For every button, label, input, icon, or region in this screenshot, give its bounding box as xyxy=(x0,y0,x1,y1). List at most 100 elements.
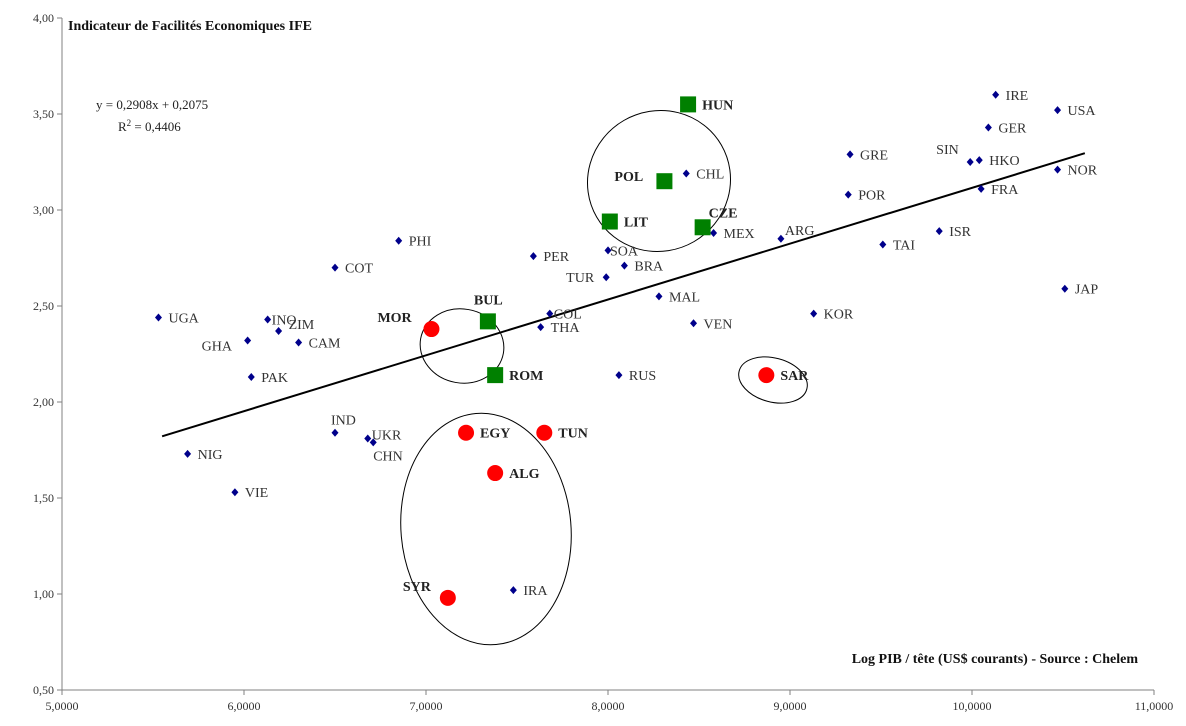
group-ellipse xyxy=(419,308,505,384)
point-tai xyxy=(879,240,887,249)
point-alg xyxy=(487,465,504,482)
x-tick-label: 9,0000 xyxy=(774,699,807,713)
label-mal: MAL xyxy=(669,290,700,305)
point-phi xyxy=(395,236,403,245)
label-vie: VIE xyxy=(245,486,268,501)
label-pol: POL xyxy=(614,170,643,185)
label-bul: BUL xyxy=(474,293,503,308)
point-rus xyxy=(615,371,623,380)
point-mal xyxy=(655,292,663,301)
label-egy: EGY xyxy=(480,427,510,442)
label-ira: IRA xyxy=(523,584,548,599)
group-ellipses xyxy=(400,109,808,646)
group-ellipse xyxy=(738,356,808,404)
point-gre xyxy=(846,150,854,159)
label-nig: NIG xyxy=(198,448,223,463)
trend-equation: y = 0,2908x + 0,2075 xyxy=(96,97,208,112)
point-bul xyxy=(479,313,496,330)
point-rom xyxy=(487,367,504,384)
point-zim xyxy=(275,326,283,335)
label-syr: SYR xyxy=(403,580,432,595)
y-tick-label: 4,00 xyxy=(33,11,54,25)
label-gha: GHA xyxy=(202,340,233,355)
label-cze: CZE xyxy=(709,206,738,221)
y-tick-label: 0,50 xyxy=(33,683,54,697)
label-ind: IND xyxy=(331,414,356,429)
label-nor: NOR xyxy=(1068,164,1098,179)
point-kor xyxy=(810,309,818,318)
label-rom: ROM xyxy=(509,369,543,384)
point-nig xyxy=(184,449,192,458)
group-ellipse xyxy=(586,109,732,253)
point-lit xyxy=(601,213,618,230)
label-ven: VEN xyxy=(704,317,733,332)
label-ukr: UKR xyxy=(372,428,402,443)
label-ger: GER xyxy=(998,121,1027,136)
point-chn xyxy=(369,438,377,447)
trendline-group xyxy=(161,152,1086,438)
y-tick-label: 1,50 xyxy=(33,491,54,505)
point-tur xyxy=(602,273,610,282)
y-tick-label: 3,00 xyxy=(33,203,54,217)
label-sin: SIN xyxy=(936,143,959,158)
label-ire: IRE xyxy=(1006,89,1029,104)
label-soa: SOA xyxy=(610,244,639,259)
label-rus: RUS xyxy=(629,369,656,384)
label-tha: THA xyxy=(551,321,581,336)
point-ino xyxy=(264,315,272,324)
x-tick-label: 11,0000 xyxy=(1135,699,1174,713)
point-syr xyxy=(439,589,456,606)
label-tur: TUR xyxy=(566,271,595,286)
label-bra: BRA xyxy=(634,260,664,275)
x-tick-label: 8,0000 xyxy=(592,699,625,713)
label-gre: GRE xyxy=(860,148,888,163)
x-tick-label: 6,0000 xyxy=(228,699,261,713)
label-fra: FRA xyxy=(991,183,1019,198)
point-isr xyxy=(935,227,943,236)
point-bra xyxy=(620,261,628,270)
y-tick-label: 2,50 xyxy=(33,299,54,313)
label-col: COL xyxy=(554,308,582,323)
label-mex: MEX xyxy=(724,227,755,242)
x-tick-label: 7,0000 xyxy=(410,699,443,713)
point-per xyxy=(529,252,537,261)
point-sin xyxy=(966,158,974,166)
point-pak xyxy=(247,373,255,382)
label-usa: USA xyxy=(1068,104,1097,119)
label-isr: ISR xyxy=(949,225,971,240)
x-tick-label: 5,0000 xyxy=(46,699,79,713)
point-gha xyxy=(244,336,252,345)
label-alg: ALG xyxy=(509,467,539,482)
label-jap: JAP xyxy=(1075,283,1099,298)
label-ino: INO xyxy=(272,313,297,328)
point-col xyxy=(546,309,554,318)
y-tick-label: 3,50 xyxy=(33,107,54,121)
point-tun xyxy=(536,424,553,441)
label-tun: TUN xyxy=(558,427,588,442)
point-fra xyxy=(977,184,985,193)
label-chl: CHL xyxy=(696,168,724,183)
label-cam: CAM xyxy=(309,336,341,351)
group-ellipse xyxy=(400,412,572,646)
data-points xyxy=(154,90,1069,606)
label-hko: HKO xyxy=(989,154,1019,169)
r-squared: R2 = 0,4406 xyxy=(118,118,181,134)
point-cze xyxy=(694,219,711,236)
label-zim: ZIM xyxy=(289,318,315,333)
point-ukr xyxy=(364,434,372,443)
point-labels: IRE USA GER SIN HKO NOR FRA GRE POR ISR TAI ARG JAP K… xyxy=(168,89,1098,599)
point-cot xyxy=(331,263,339,272)
label-lit: LIT xyxy=(624,216,649,231)
point-usa xyxy=(1054,106,1062,115)
label-pak: PAK xyxy=(261,371,288,386)
point-sar xyxy=(758,367,775,384)
point-por xyxy=(844,190,852,199)
label-por: POR xyxy=(858,189,886,204)
point-soa xyxy=(604,246,612,255)
point-uga xyxy=(154,313,162,322)
point-mor xyxy=(423,321,440,338)
point-ira xyxy=(509,586,517,595)
point-hko xyxy=(975,156,983,165)
